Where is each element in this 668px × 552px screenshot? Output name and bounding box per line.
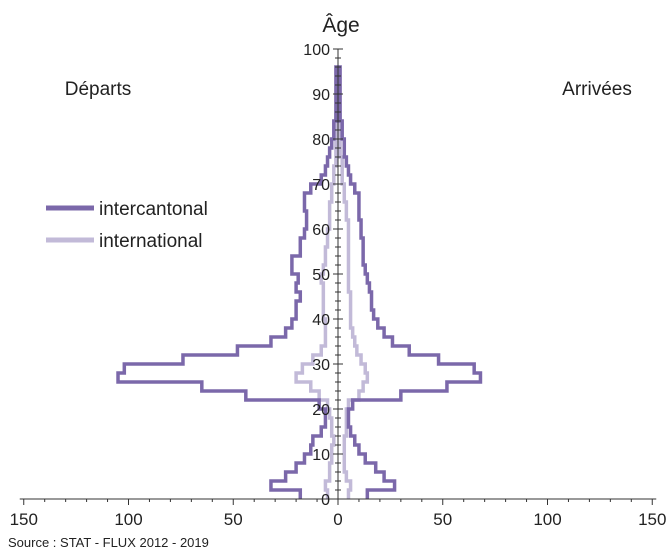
- y-tick-label: 90: [312, 87, 330, 104]
- international-departures-line: [294, 110, 338, 499]
- y-tick-label: 100: [303, 42, 330, 59]
- arrivals-label: Arrivées: [562, 79, 632, 100]
- y-ticks: 0 10 20 30 40 50 60 70 80 90 100: [303, 42, 343, 509]
- y-tick-label: 70: [312, 177, 330, 194]
- x-tick-label: 50: [433, 510, 452, 529]
- x-tick-label: 150: [10, 510, 38, 529]
- y-tick-label: 60: [312, 222, 330, 239]
- intercantonal-departures-line: [116, 65, 338, 499]
- x-tick-label: 100: [114, 510, 142, 529]
- x-tick-label: 150: [638, 510, 666, 529]
- y-tick-label: 0: [321, 492, 330, 509]
- y-tick-label: 10: [312, 447, 330, 464]
- departures-label: Départs: [65, 79, 132, 100]
- source-note: Source : STAT - FLUX 2012 - 2019: [8, 535, 209, 550]
- x-tick-label: 50: [224, 510, 243, 529]
- y-tick-label: 50: [312, 267, 330, 284]
- x-tick-label: 100: [533, 510, 561, 529]
- x-ticks: 150 100 50 0 50 100 150: [10, 499, 666, 529]
- y-tick-label: 40: [312, 312, 330, 329]
- legend: intercantonal international: [46, 199, 208, 252]
- legend-label-intercantonal: intercantonal: [99, 199, 208, 220]
- x-tick-label: 0: [333, 510, 342, 529]
- y-tick-label: 80: [312, 132, 330, 149]
- series-layer: [116, 65, 483, 499]
- legend-label-international: international: [99, 231, 203, 252]
- y-tick-label: 20: [312, 402, 330, 419]
- chart-title: Âge: [322, 14, 359, 37]
- intercantonal-arrivals-line: [338, 65, 483, 499]
- international-arrivals-line: [338, 110, 370, 499]
- y-tick-label: 30: [312, 357, 330, 374]
